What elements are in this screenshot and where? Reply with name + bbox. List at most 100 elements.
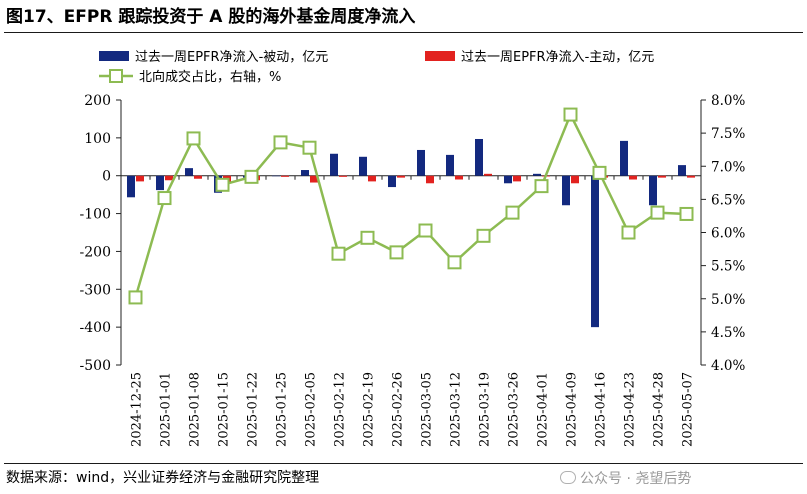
ratio-point xyxy=(186,131,201,146)
x-axis-tick-label: 2025-03-05 xyxy=(420,372,435,447)
x-axis-tick-label: 2025-02-12 xyxy=(333,372,348,447)
left-axis-tick-label: 0 xyxy=(102,169,111,185)
chart-title: 图17、EFPR 跟踪投资于 A 股的海外基金周度净流入 xyxy=(6,7,416,27)
footer-divider xyxy=(4,463,803,464)
ratio-point xyxy=(650,205,665,220)
x-axis-tick-label: 2025-03-12 xyxy=(449,372,464,447)
bar-passive xyxy=(446,154,454,176)
ratio-point xyxy=(534,179,549,194)
ratio-point xyxy=(389,245,404,260)
bar-active xyxy=(281,175,289,177)
bar-passive xyxy=(620,140,628,176)
bar-passive xyxy=(417,149,425,176)
bar-active xyxy=(687,175,695,178)
ratio-point xyxy=(418,223,433,238)
bar-passive xyxy=(301,170,309,176)
bar-passive xyxy=(272,175,280,177)
right-axis-tick-label: 6.5% xyxy=(711,192,745,208)
ratio-point xyxy=(244,169,259,184)
left-axis-tick-label: -200 xyxy=(80,244,111,260)
bar-passive xyxy=(649,175,657,206)
bar-passive xyxy=(156,175,164,191)
watermark: 公众号 · 尧望后势 xyxy=(580,471,692,487)
bar-passive xyxy=(533,173,541,176)
x-axis-tick-label: 2025-04-28 xyxy=(652,372,667,447)
right-axis-tick-label: 7.5% xyxy=(711,126,745,142)
legend-swatch-active xyxy=(425,51,455,61)
bar-series xyxy=(127,138,695,328)
bar-passive xyxy=(330,153,338,176)
bar-active xyxy=(571,175,579,184)
ratio-point xyxy=(679,206,694,221)
legend-marker-ratio xyxy=(109,69,123,83)
ratio-point xyxy=(447,255,462,270)
x-axis-tick-label: 2025-04-23 xyxy=(623,372,638,447)
ratio-point xyxy=(215,177,230,192)
ratio-point xyxy=(563,107,578,122)
x-axis-tick-label: 2025-01-15 xyxy=(217,372,232,447)
bar-active xyxy=(397,175,405,178)
ratio-point xyxy=(331,246,346,261)
ratio-point xyxy=(592,165,607,180)
x-axis-tick-label: 2025-03-19 xyxy=(478,372,493,447)
ratio-point xyxy=(476,228,491,243)
right-axis-tick-label: 6.0% xyxy=(711,226,745,242)
bar-passive xyxy=(504,175,512,184)
right-axis-tick-label: 7.0% xyxy=(711,159,745,175)
bar-passive xyxy=(127,175,135,198)
x-axis-tick-label: 2025-04-16 xyxy=(594,372,609,447)
legend-label-passive: 过去一周EPFR净流入-被动，亿元 xyxy=(135,50,328,65)
bar-active xyxy=(368,175,376,182)
legend-label-active: 过去一周EPFR净流入-主动，亿元 xyxy=(461,50,654,65)
ratio-point xyxy=(360,230,375,245)
ratio-point xyxy=(621,225,636,240)
ratio-point xyxy=(273,135,288,150)
bar-active xyxy=(310,175,318,183)
x-axis-tick-label: 2025-04-01 xyxy=(536,372,551,447)
right-axis-tick-label: 4.0% xyxy=(711,358,745,374)
bar-passive xyxy=(388,175,396,188)
title-divider xyxy=(4,32,803,33)
ratio-line xyxy=(134,111,687,298)
x-axis-tick-label: 2025-01-01 xyxy=(159,372,174,447)
x-axis-tick-label: 2025-05-07 xyxy=(681,372,696,447)
bar-active xyxy=(455,175,463,180)
bar-active xyxy=(339,175,347,177)
ratio-point xyxy=(157,191,172,206)
x-axis-tick-label: 2025-01-22 xyxy=(246,372,261,447)
left-axis-tick-label: 200 xyxy=(84,93,111,109)
x-axis-tick-label: 2024-12-25 xyxy=(130,372,145,447)
x-axis-tick-label: 2025-02-05 xyxy=(304,372,319,447)
left-axis-tick-label: -400 xyxy=(80,320,111,336)
chart-axes: 200 100 0 -100 -200 -300 -400 -500 8.0% 7.5% 7.0% 6… xyxy=(80,93,746,447)
right-axis-tick-label: 5.5% xyxy=(711,259,745,275)
data-source-note: 数据来源：wind，兴业证券经济与金融研究院整理 xyxy=(6,470,320,486)
bar-passive xyxy=(678,165,686,176)
bar-active xyxy=(513,175,521,182)
bar-passive xyxy=(475,138,483,176)
bar-active xyxy=(136,175,144,182)
bar-passive xyxy=(591,175,599,328)
line-series xyxy=(128,107,694,305)
bar-active xyxy=(658,175,666,178)
right-axis-tick-label: 5.0% xyxy=(711,292,745,308)
x-axis-tick-label: 2025-03-26 xyxy=(507,372,522,447)
bar-active xyxy=(426,175,434,184)
legend-swatch-passive xyxy=(99,51,129,61)
x-axis-tick-label: 2025-01-08 xyxy=(188,372,203,447)
bar-active xyxy=(484,173,492,176)
bar-passive xyxy=(562,175,570,206)
bar-passive xyxy=(185,168,193,176)
wechat-icon xyxy=(560,471,576,484)
ratio-point xyxy=(302,140,317,155)
ratio-point xyxy=(128,290,143,305)
x-axis-tick-label: 2025-02-19 xyxy=(362,372,377,447)
bar-passive xyxy=(359,156,367,176)
x-axis-tick-label: 2025-04-09 xyxy=(565,372,580,447)
left-axis-tick-label: 100 xyxy=(84,131,111,147)
ratio-point xyxy=(505,205,520,220)
right-axis-tick-label: 4.5% xyxy=(711,325,745,341)
bar-active xyxy=(629,175,637,180)
chart-legend: 过去一周EPFR净流入-被动，亿元 过去一周EPFR净流入-主动，亿元北向成交占比… xyxy=(99,50,654,85)
